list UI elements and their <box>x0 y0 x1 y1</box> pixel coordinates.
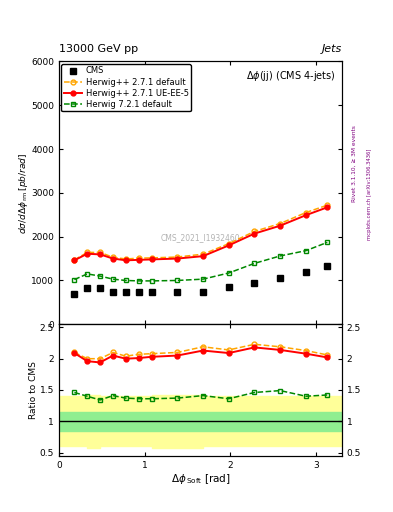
Herwig++ 2.7.1 default <box>325 202 330 208</box>
CMS <box>110 289 115 295</box>
Herwig++ 2.7.1 default <box>110 254 115 260</box>
Line: Herwig 7.2.1 default: Herwig 7.2.1 default <box>72 240 330 283</box>
Text: CMS_2021_I1932460: CMS_2021_I1932460 <box>161 233 240 242</box>
Y-axis label: Ratio to CMS: Ratio to CMS <box>29 361 39 419</box>
Herwig 7.2.1 default <box>123 278 128 284</box>
CMS <box>149 289 154 295</box>
Herwig++ 2.7.1 UE-EE-5 <box>110 255 115 262</box>
Y-axis label: $d\sigma/d\Delta\phi_{\rm\,rm}\,[pb/rad]$: $d\sigma/d\Delta\phi_{\rm\,rm}\,[pb/rad]… <box>17 152 30 233</box>
Herwig++ 2.7.1 UE-EE-5 <box>98 251 103 258</box>
Herwig 7.2.1 default <box>72 276 77 283</box>
Text: $\Delta\phi$(jj) (CMS 4-jets): $\Delta\phi$(jj) (CMS 4-jets) <box>246 69 336 83</box>
CMS <box>252 280 257 286</box>
CMS <box>98 285 103 291</box>
Herwig++ 2.7.1 default <box>201 251 206 257</box>
CMS <box>201 289 206 295</box>
Herwig++ 2.7.1 UE-EE-5 <box>303 212 308 218</box>
Herwig++ 2.7.1 UE-EE-5 <box>226 242 231 248</box>
CMS <box>85 285 90 291</box>
CMS <box>136 289 141 295</box>
CMS <box>325 263 330 269</box>
X-axis label: $\Delta\phi_{\rm\,Soft}$ [rad]: $\Delta\phi_{\rm\,Soft}$ [rad] <box>171 472 230 486</box>
Herwig++ 2.7.1 default <box>123 256 128 262</box>
Herwig++ 2.7.1 default <box>85 249 90 255</box>
CMS <box>175 289 180 295</box>
Herwig++ 2.7.1 default <box>72 257 77 263</box>
Text: Jets: Jets <box>321 44 342 54</box>
Herwig++ 2.7.1 UE-EE-5 <box>325 204 330 210</box>
CMS <box>278 275 283 282</box>
Herwig 7.2.1 default <box>278 253 283 259</box>
Herwig 7.2.1 default <box>85 271 90 277</box>
CMS <box>226 284 231 290</box>
Herwig 7.2.1 default <box>303 248 308 254</box>
Line: Herwig++ 2.7.1 UE-EE-5: Herwig++ 2.7.1 UE-EE-5 <box>72 205 330 263</box>
Herwig++ 2.7.1 UE-EE-5 <box>123 257 128 263</box>
Herwig++ 2.7.1 UE-EE-5 <box>175 255 180 262</box>
Legend: CMS, Herwig++ 2.7.1 default, Herwig++ 2.7.1 UE-EE-5, Herwig 7.2.1 default: CMS, Herwig++ 2.7.1 default, Herwig++ 2.… <box>61 64 191 111</box>
Herwig++ 2.7.1 default <box>149 255 154 261</box>
Line: CMS: CMS <box>71 263 331 297</box>
Herwig++ 2.7.1 default <box>98 249 103 255</box>
Text: mcplots.cern.ch [arXiv:1306.3436]: mcplots.cern.ch [arXiv:1306.3436] <box>367 149 373 240</box>
Herwig 7.2.1 default <box>110 276 115 282</box>
CMS <box>303 269 308 275</box>
Herwig++ 2.7.1 UE-EE-5 <box>201 253 206 259</box>
Herwig++ 2.7.1 default <box>226 241 231 247</box>
CMS <box>72 290 77 296</box>
Herwig 7.2.1 default <box>149 278 154 284</box>
Herwig++ 2.7.1 default <box>303 209 308 216</box>
Herwig++ 2.7.1 default <box>252 228 257 234</box>
Text: 13000 GeV pp: 13000 GeV pp <box>59 44 138 54</box>
Herwig 7.2.1 default <box>201 276 206 282</box>
Herwig++ 2.7.1 UE-EE-5 <box>149 257 154 263</box>
CMS <box>123 289 128 295</box>
Herwig++ 2.7.1 UE-EE-5 <box>252 230 257 237</box>
Herwig++ 2.7.1 UE-EE-5 <box>85 251 90 257</box>
Herwig++ 2.7.1 UE-EE-5 <box>278 223 283 229</box>
Herwig 7.2.1 default <box>175 278 180 284</box>
Herwig 7.2.1 default <box>98 273 103 279</box>
Herwig++ 2.7.1 default <box>175 254 180 260</box>
Herwig 7.2.1 default <box>136 278 141 284</box>
Line: Herwig++ 2.7.1 default: Herwig++ 2.7.1 default <box>72 203 330 262</box>
Herwig 7.2.1 default <box>325 239 330 245</box>
Herwig++ 2.7.1 UE-EE-5 <box>136 257 141 263</box>
Herwig++ 2.7.1 default <box>278 221 283 227</box>
Text: Rivet 3.1.10, ≥ 3M events: Rivet 3.1.10, ≥ 3M events <box>352 125 357 202</box>
Herwig 7.2.1 default <box>226 270 231 276</box>
Herwig++ 2.7.1 default <box>136 255 141 261</box>
Herwig++ 2.7.1 UE-EE-5 <box>72 257 77 263</box>
Herwig 7.2.1 default <box>252 260 257 266</box>
